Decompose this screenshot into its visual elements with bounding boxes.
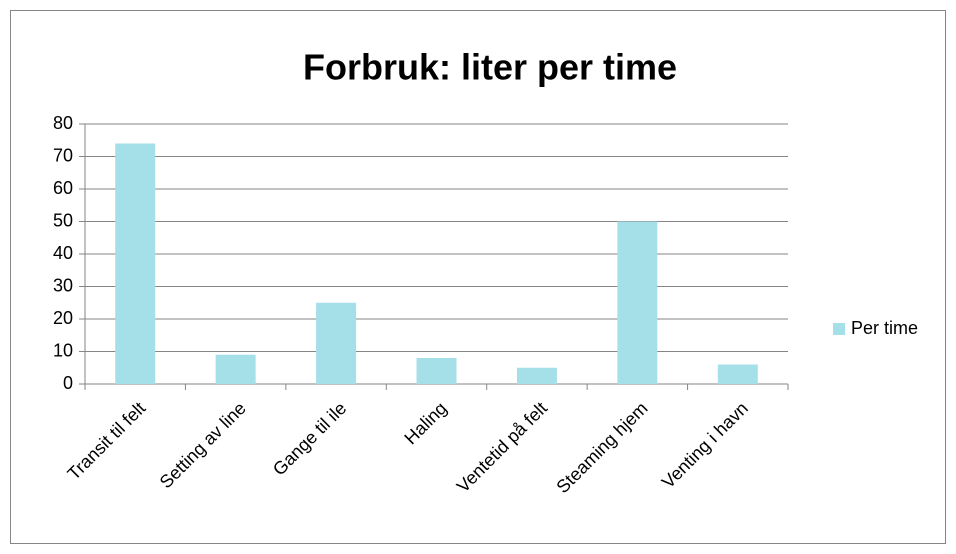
chart-title: Forbruk: liter per time [303,47,677,88]
bar [516,367,557,384]
y-tick-label: 10 [53,340,73,360]
chart-border [10,10,946,544]
bar [316,302,357,384]
y-tick-label: 30 [53,275,73,295]
y-tick-label: 70 [53,145,73,165]
bar [617,221,658,384]
bar [717,364,758,384]
bar [416,358,457,384]
y-tick-label: 0 [63,373,73,393]
y-tick-label: 50 [53,210,73,230]
y-tick-label: 20 [53,308,73,328]
legend-label: Per time [851,318,918,338]
bar [215,354,256,384]
y-tick-label: 60 [53,178,73,198]
bar [115,143,156,384]
legend-swatch [833,323,845,335]
y-tick-label: 40 [53,243,73,263]
y-tick-label: 80 [53,113,73,133]
